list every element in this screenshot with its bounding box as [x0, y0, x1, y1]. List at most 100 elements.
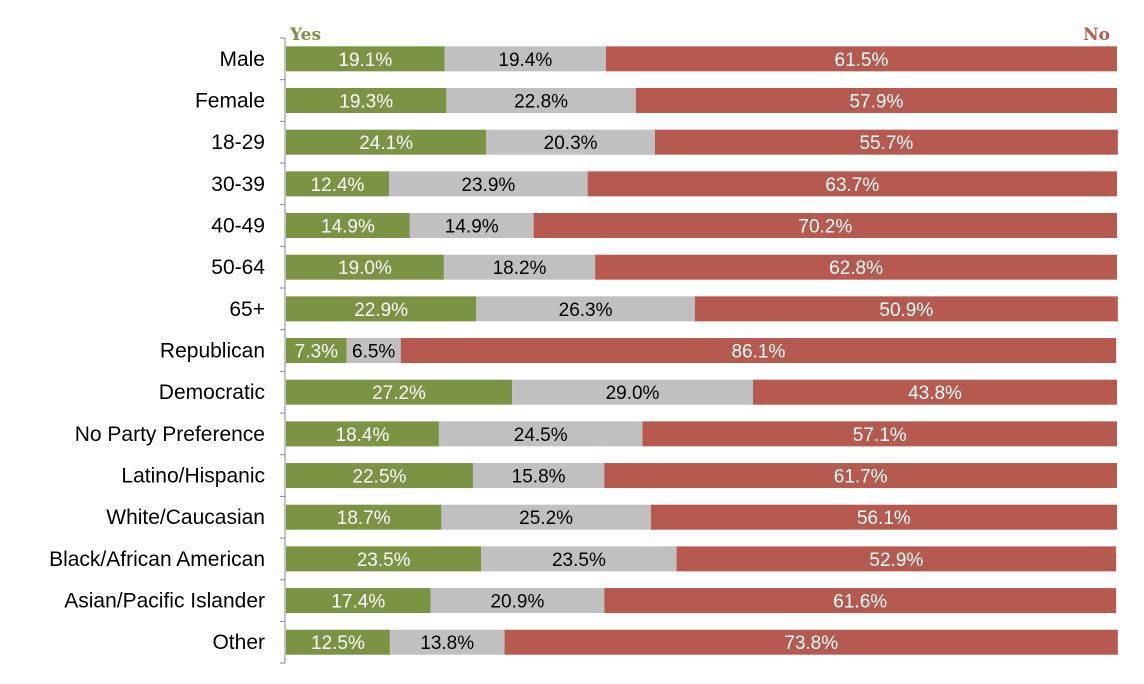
bar-segment-no-republican	[400, 338, 1117, 364]
bar-segment-mid-asian-pacific-islander	[430, 588, 605, 614]
data-label-mid-40-49: 14.9%	[445, 217, 499, 238]
bar-segment-yes-50-64	[286, 254, 444, 280]
bar-segment-yes-65	[286, 296, 477, 322]
bar-segment-no-white-caucasian	[650, 504, 1117, 530]
bars	[286, 46, 1118, 655]
data-label-no-asian-pacific-islander: 61.6%	[833, 592, 887, 613]
data-label-mid-asian-pacific-islander: 20.9%	[490, 592, 544, 613]
bar-segment-mid-65	[476, 296, 695, 322]
data-label-mid-other: 13.8%	[420, 633, 474, 654]
data-label-no-latino-hispanic: 61.7%	[834, 467, 888, 488]
data-label-mid-30-39: 23.9%	[461, 175, 515, 196]
data-label-yes-65: 22.9%	[354, 300, 408, 321]
bar-segment-yes-30-39	[286, 171, 390, 197]
data-label-no-50-64: 62.8%	[829, 258, 883, 279]
bar-segment-no-male	[605, 46, 1117, 72]
data-label-mid-50-64: 18.2%	[493, 258, 547, 279]
data-label-mid-republican: 6.5%	[352, 342, 395, 363]
bar-segment-no-latino-hispanic	[604, 463, 1117, 489]
bar-segment-mid-female	[446, 88, 636, 114]
bar-segment-no-asian-pacific-islander	[604, 588, 1117, 614]
bar-segment-no-female	[635, 88, 1117, 114]
data-label-mid-white-caucasian: 25.2%	[519, 508, 573, 529]
bar-segment-yes-democratic	[286, 379, 513, 405]
bar-segment-yes-asian-pacific-islander	[286, 588, 431, 614]
data-label-no-no-party-preference: 57.1%	[853, 425, 907, 446]
bar-segment-yes-black-african-american	[286, 546, 482, 572]
bar-segment-no-black-african-american	[676, 546, 1117, 572]
data-label-no-65: 50.9%	[879, 300, 933, 321]
legend-yes-label: Yes	[289, 25, 321, 45]
bar-segment-mid-no-party-preference	[438, 421, 643, 447]
data-label-mid-democratic: 29.0%	[606, 383, 660, 404]
data-label-yes-black-african-american: 23.5%	[357, 550, 411, 571]
category-label-50-64: 50-64	[211, 256, 265, 279]
bar-segment-no-18-29	[654, 129, 1118, 155]
data-label-no-female: 57.9%	[849, 92, 903, 113]
bar-segment-yes-40-49	[286, 213, 410, 239]
data-label-no-republican: 86.1%	[731, 342, 785, 363]
data-label-mid-male: 19.4%	[498, 50, 552, 71]
bar-segment-mid-30-39	[389, 171, 588, 197]
category-label-18-29: 18-29	[211, 131, 265, 154]
bar-segment-mid-republican	[346, 338, 401, 364]
bar-segment-mid-40-49	[409, 213, 534, 239]
bar-segment-no-40-49	[533, 213, 1117, 239]
bar-segment-mid-other	[389, 629, 505, 655]
data-label-mid-65: 26.3%	[559, 300, 613, 321]
category-label-no-party-preference: No Party Preference	[75, 423, 265, 446]
data-label-no-other: 73.8%	[784, 633, 838, 654]
data-label-no-black-african-american: 52.9%	[869, 550, 923, 571]
bar-segment-yes-other	[286, 629, 390, 655]
bar-segment-yes-18-29	[286, 129, 487, 155]
bar-segment-no-democratic	[753, 379, 1117, 405]
data-label-yes-no-party-preference: 18.4%	[336, 425, 390, 446]
data-label-no-18-29: 55.7%	[859, 133, 913, 154]
bar-segment-no-65	[694, 296, 1118, 322]
category-label-black-african-american: Black/African American	[49, 548, 265, 571]
category-labels: Male Female 18-29 30-39 40-49 50-64 65+ Republi…	[49, 48, 265, 654]
y-axis-ticks	[280, 37, 285, 664]
bar-segment-mid-male	[444, 46, 606, 72]
bar-segment-yes-white-caucasian	[286, 504, 442, 530]
category-label-republican: Republican	[160, 340, 265, 363]
data-label-yes-female: 19.3%	[339, 92, 393, 113]
data-label-yes-white-caucasian: 18.7%	[337, 508, 391, 529]
bar-segment-yes-republican	[286, 338, 347, 364]
category-label-white-caucasian: White/Caucasian	[106, 506, 265, 529]
legend-no-label: No	[1083, 25, 1110, 45]
data-label-no-30-39: 63.7%	[825, 175, 879, 196]
data-label-no-democratic: 43.8%	[908, 383, 962, 404]
bar-segment-yes-latino-hispanic	[286, 463, 473, 489]
category-label-40-49: 40-49	[211, 215, 265, 238]
bar-segment-no-50-64	[595, 254, 1117, 280]
data-label-yes-democratic: 27.2%	[372, 383, 426, 404]
bar-segment-no-30-39	[587, 171, 1117, 197]
data-label-no-male: 61.5%	[835, 50, 889, 71]
category-label-65: 65+	[229, 298, 265, 321]
value-labels: 19.1% 19.4% 61.5% 19.3% 22.8% 57.9% 24.1% 20.3%…	[295, 50, 962, 654]
data-label-no-40-49: 70.2%	[798, 217, 852, 238]
bar-segment-mid-democratic	[512, 379, 754, 405]
bar-segment-mid-50-64	[443, 254, 596, 280]
data-label-yes-republican: 7.3%	[295, 342, 338, 363]
bar-segment-mid-latino-hispanic	[472, 463, 605, 489]
data-label-no-white-caucasian: 56.1%	[857, 508, 911, 529]
data-label-mid-no-party-preference: 24.5%	[514, 425, 568, 446]
bar-segment-no-no-party-preference	[642, 421, 1117, 447]
data-label-yes-male: 19.1%	[338, 50, 392, 71]
data-label-yes-latino-hispanic: 22.5%	[353, 467, 407, 488]
bar-segment-yes-female	[286, 88, 447, 114]
data-label-mid-female: 22.8%	[514, 92, 568, 113]
category-label-other: Other	[212, 631, 265, 654]
data-label-yes-other: 12.5%	[311, 633, 365, 654]
bar-segment-no-other	[504, 629, 1118, 655]
category-label-democratic: Democratic	[159, 381, 265, 404]
data-label-mid-black-african-american: 23.5%	[552, 550, 606, 571]
category-label-female: Female	[195, 90, 265, 113]
data-label-yes-50-64: 19.0%	[338, 258, 392, 279]
bar-segment-mid-18-29	[486, 129, 655, 155]
bar-segment-yes-no-party-preference	[286, 421, 439, 447]
legend: Yes No	[289, 25, 1110, 45]
